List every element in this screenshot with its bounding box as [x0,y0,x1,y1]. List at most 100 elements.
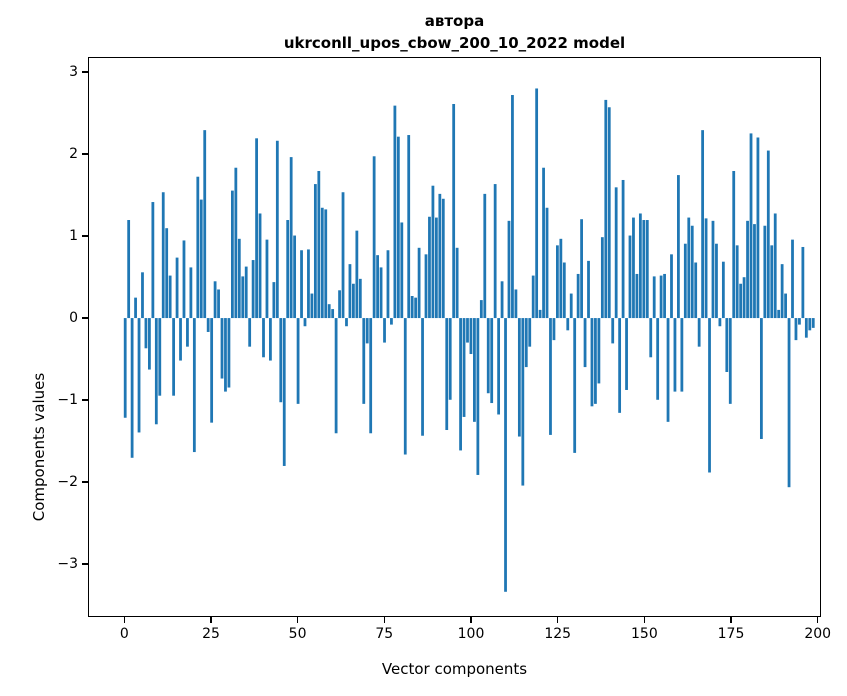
bar [777,309,781,319]
bar [607,107,611,319]
y-tick-mark [82,317,88,319]
x-tick-mark [383,617,385,623]
x-tick-mark [470,617,472,623]
bar [175,257,179,319]
bar [773,213,777,319]
bar [504,318,507,592]
bar [569,293,573,319]
bar [538,309,542,319]
bar [739,283,743,319]
bar [310,293,314,319]
bar [638,213,642,319]
bar [787,318,791,488]
bar [206,318,210,332]
bar [400,222,404,319]
bar [798,318,801,325]
bar [780,264,784,319]
bar [645,220,649,319]
bar [728,318,732,404]
bar [410,296,414,319]
bar [358,278,362,319]
plot-area [88,57,821,617]
x-tick-label: 50 [288,626,307,642]
y-tick-label: −3 [57,556,78,572]
chart-title-model: ukrconll_upos_cbow_200_10_2022 model [283,34,626,52]
bar [659,275,663,319]
bar [469,318,473,355]
bar [362,318,366,404]
bar [144,318,148,349]
y-tick-mark [82,71,88,73]
bar [265,239,269,319]
bar [459,318,462,451]
bar [479,300,483,319]
bar [652,276,656,319]
bar [192,318,196,453]
bar [621,179,625,319]
bar [217,289,220,319]
bar [403,318,407,455]
bar [542,167,545,319]
x-tick-label: 25 [202,626,220,642]
bar [462,318,466,417]
y-tick-label: 3 [69,64,78,80]
bar [801,246,805,319]
chart-title: автора ukrconll_upos_cbow_200_10_2022 mo… [88,10,821,54]
bar [628,235,632,319]
bar [148,318,151,370]
bar [286,220,290,319]
x-tick-mark [296,617,299,623]
bar [583,318,587,368]
bar [808,318,812,331]
y-tick-mark [82,481,88,483]
bar [732,170,736,319]
bar [632,217,635,319]
bar [490,318,494,404]
bar [199,199,203,319]
bar [683,243,687,319]
bar [535,88,539,319]
bar [428,216,431,319]
bar [237,238,241,319]
bar [500,281,504,319]
bar [711,220,715,319]
bar [614,187,618,319]
bar [275,140,279,319]
y-tick-mark [82,153,88,155]
bar [320,207,324,319]
bar [545,207,549,319]
bar [293,235,297,319]
bar [230,190,234,319]
bar [528,318,532,347]
bar [566,318,570,331]
bar [618,318,622,413]
bar [421,318,424,436]
bar [549,318,552,435]
bar [196,176,200,319]
x-axis-label: Vector components [381,660,528,678]
bar [697,318,701,347]
bar [345,318,348,327]
x-tick-mark [557,617,559,623]
bar [749,133,753,319]
bar [251,260,255,319]
bar [300,250,303,319]
bar [327,304,331,319]
bar [791,239,794,319]
bar [282,318,286,466]
bar [687,217,691,319]
bar [725,318,729,372]
x-tick-label: 175 [717,626,745,642]
bar [531,275,535,319]
bar [179,318,182,361]
bar [556,245,559,319]
x-tick-label: 75 [375,626,394,642]
bar [690,225,694,319]
bar [317,170,321,319]
bar [514,289,518,319]
bar [473,318,476,422]
bar [414,297,418,319]
y-tick-mark [82,563,88,565]
x-tick-label: 100 [457,626,485,642]
bar [573,318,577,453]
